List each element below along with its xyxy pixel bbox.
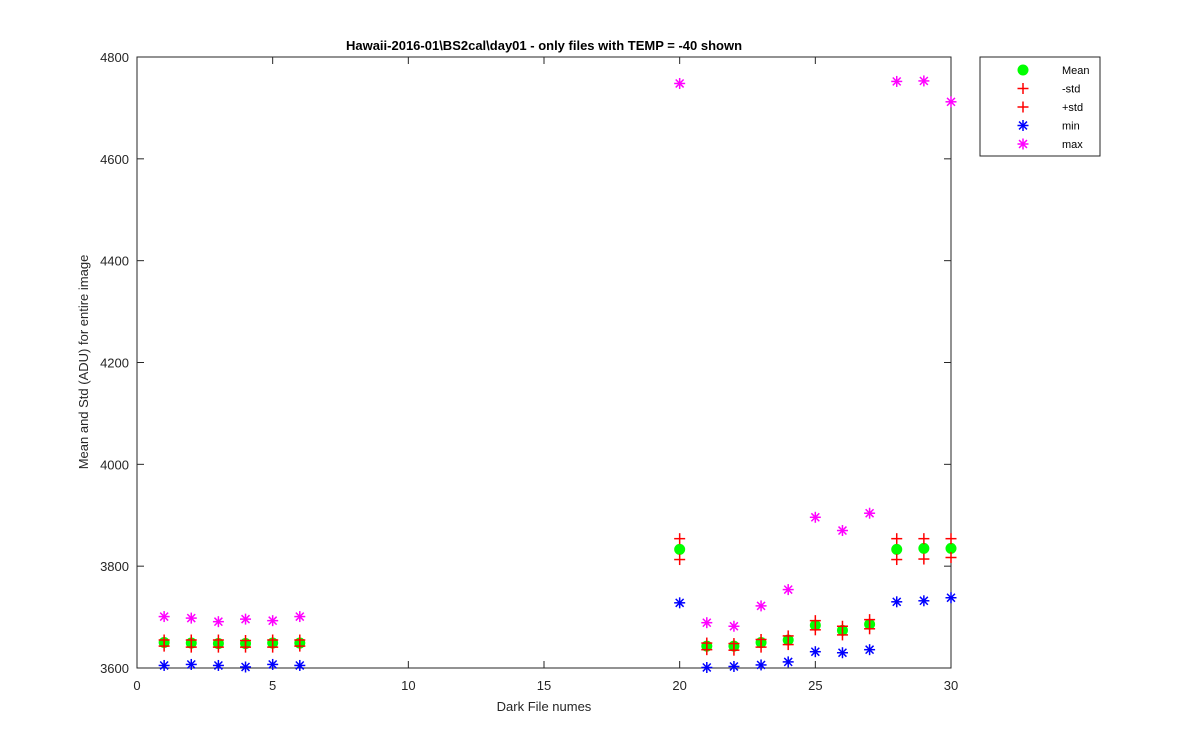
x-tick-label: 5 — [269, 678, 276, 693]
point-min — [891, 596, 903, 608]
point-max — [212, 616, 224, 628]
point-min — [185, 658, 197, 670]
point-minus-std — [674, 554, 686, 566]
data-marks — [158, 75, 957, 673]
point-plus-std — [294, 634, 306, 646]
point-max — [267, 615, 279, 627]
point-min — [755, 659, 767, 671]
point-plus-std — [728, 638, 740, 650]
point-plus-std — [240, 635, 252, 647]
point-plus-std — [782, 630, 794, 642]
point-plus-std — [755, 633, 767, 645]
point-plus-std — [945, 533, 957, 545]
point-minus-std — [945, 552, 957, 564]
x-tick-label: 25 — [808, 678, 822, 693]
point-min — [212, 659, 224, 671]
point-plus-std — [267, 634, 279, 646]
point-plus-std — [864, 614, 876, 626]
point-minus-std — [918, 553, 930, 565]
point-mean — [918, 542, 930, 554]
point-max — [782, 584, 794, 596]
x-tick-label: 15 — [537, 678, 551, 693]
legend-label-mean: Mean — [1062, 65, 1090, 77]
legend: Mean -std +std min max — [979, 56, 1101, 157]
legend-marker-mean — [1017, 64, 1029, 76]
legend-label-min: min — [1062, 121, 1080, 133]
point-max — [918, 75, 930, 87]
point-plus-std — [158, 634, 170, 646]
point-max — [240, 613, 252, 625]
point-min — [809, 646, 821, 658]
point-max — [674, 77, 686, 89]
x-tick-label: 20 — [672, 678, 686, 693]
point-mean — [945, 542, 957, 554]
point-max — [945, 96, 957, 108]
legend-marker-minus-std — [1017, 83, 1029, 94]
point-min — [240, 661, 252, 673]
point-plus-std — [891, 533, 903, 545]
point-max — [185, 612, 197, 624]
point-min — [158, 659, 170, 671]
x-axis-label: Dark File numes — [497, 699, 592, 714]
legend-marker-max — [1017, 138, 1029, 150]
point-mean — [674, 543, 686, 555]
y-tick-label: 3800 — [100, 559, 129, 574]
y-tick-label: 4600 — [100, 152, 129, 167]
axis-ticks: 0 5 10 15 20 25 30 3600 3800 4000 4200 4400 4600 4800 — [100, 50, 958, 693]
point-max — [158, 611, 170, 623]
point-min — [294, 659, 306, 671]
point-max — [294, 611, 306, 623]
y-tick-label: 4200 — [100, 356, 129, 371]
point-plus-std — [212, 634, 224, 646]
x-tick-label: 0 — [133, 678, 140, 693]
point-max — [701, 617, 713, 629]
point-plus-std — [674, 533, 686, 545]
point-max — [728, 620, 740, 632]
point-plus-std — [918, 533, 930, 545]
point-plus-std — [836, 620, 848, 632]
legend-marker-min — [1017, 120, 1029, 131]
point-min — [674, 597, 686, 609]
point-min — [836, 647, 848, 659]
point-max — [755, 600, 767, 612]
point-min — [782, 656, 794, 668]
y-tick-label: 3600 — [100, 661, 129, 676]
legend-label-plus-std: +std — [1062, 102, 1083, 114]
chart-title: Hawaii-2016-01\BS2cal\day01 - only files… — [346, 38, 742, 53]
point-min — [267, 658, 279, 670]
y-axis-label: Mean and Std (ADU) for entire image — [76, 255, 91, 470]
y-tick-label: 4400 — [100, 254, 129, 269]
point-max — [809, 511, 821, 523]
point-plus-std — [809, 615, 821, 627]
point-plus-std — [701, 637, 713, 649]
point-min — [945, 592, 957, 604]
legend-box — [979, 56, 1101, 157]
point-max — [891, 75, 903, 87]
point-min — [701, 661, 713, 673]
legend-marker-plus-std — [1017, 101, 1029, 113]
point-plus-std — [185, 634, 197, 646]
x-tick-label: 30 — [944, 678, 958, 693]
legend-label-max: max — [1062, 139, 1083, 151]
plot-area — [136, 56, 952, 669]
point-mean — [891, 543, 903, 555]
point-max — [864, 507, 876, 519]
legend-label-minus-std: -std — [1062, 84, 1080, 96]
point-min — [918, 595, 930, 607]
x-tick-label: 10 — [401, 678, 415, 693]
point-min — [864, 644, 876, 656]
point-minus-std — [891, 554, 903, 566]
point-min — [728, 660, 740, 672]
point-max — [836, 525, 848, 537]
y-tick-label: 4000 — [100, 457, 129, 472]
y-tick-label: 4800 — [100, 50, 129, 65]
